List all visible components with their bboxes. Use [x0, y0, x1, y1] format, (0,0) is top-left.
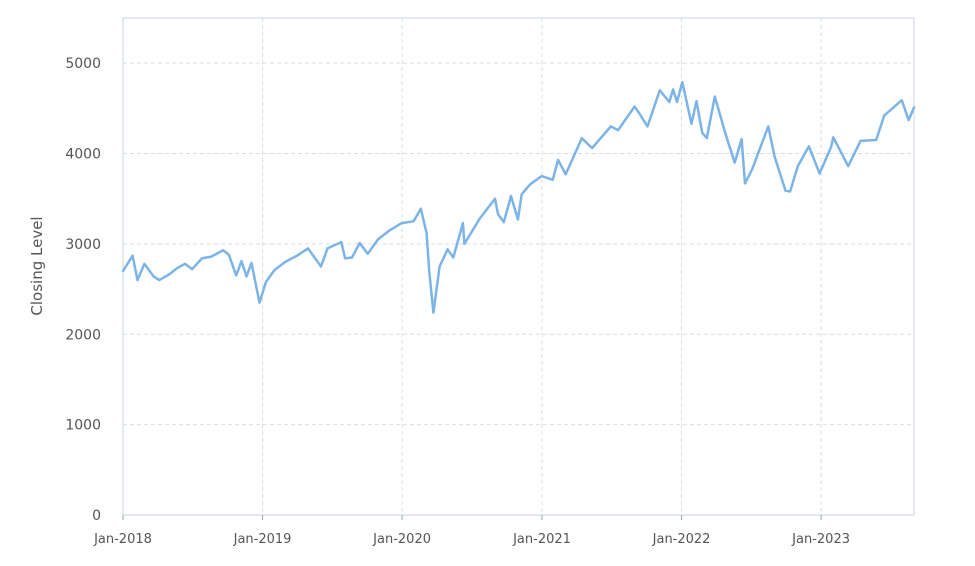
x-tick-label: Jan-2021 [512, 532, 571, 547]
y-tick-label: 2000 [65, 327, 101, 343]
y-tick-label: 0 [92, 508, 101, 524]
grid [123, 18, 914, 515]
y-tick-label: 1000 [65, 418, 101, 434]
y-axis-label: Closing Level [28, 216, 46, 315]
x-tick-label: Jan-2022 [652, 532, 711, 547]
series-layer [121, 80, 916, 314]
y-tick-label: 3000 [65, 237, 101, 253]
x-tick-label: Jan-2019 [233, 532, 292, 547]
y-tick-label: 5000 [65, 56, 101, 72]
x-tick-label: Jan-2018 [93, 532, 152, 547]
y-axis: 0 1000 2000 3000 4000 5000 [65, 56, 101, 524]
y-tick-label: 4000 [65, 147, 101, 163]
x-axis: Jan-2018 Jan-2019 Jan-2020 Jan-2021 Jan-2022… [93, 515, 850, 547]
plot-area [122, 17, 915, 516]
x-tick-label: Jan-2020 [372, 532, 431, 547]
x-tick-label: Jan-2023 [791, 532, 850, 547]
series-line [121, 80, 916, 314]
